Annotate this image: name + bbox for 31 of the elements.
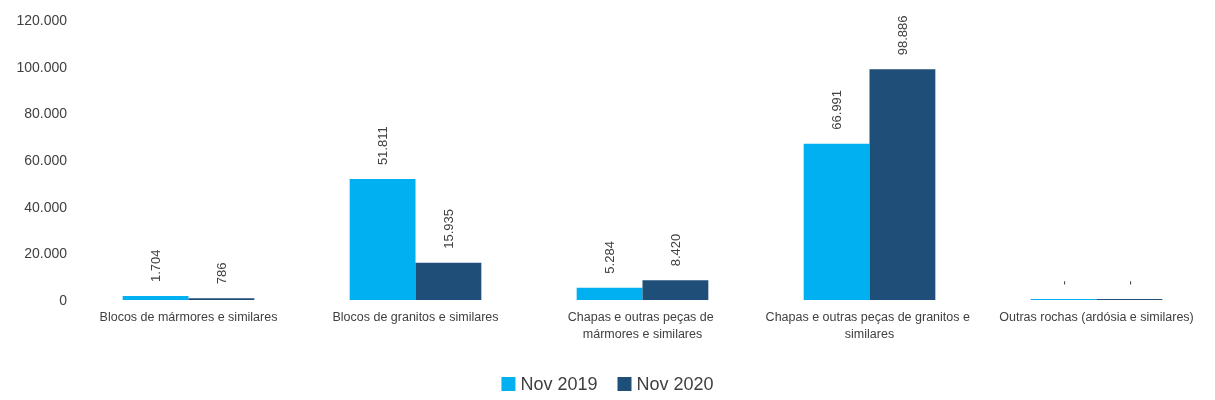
x-tick-label: Chapas e outras peças de granitos e similares bbox=[765, 309, 974, 341]
x-tick-label: Outras rochas (ardósia e similares) bbox=[999, 309, 1194, 324]
bar bbox=[869, 69, 936, 300]
data-label: 5.284 bbox=[602, 241, 618, 274]
data-label: 786 bbox=[213, 262, 229, 285]
bar bbox=[803, 143, 870, 300]
x-tick-label: Blocos de granitos e similares bbox=[332, 309, 499, 324]
data-label: 1.704 bbox=[148, 249, 164, 283]
bar bbox=[349, 179, 416, 300]
data-label: 15.935 bbox=[440, 209, 456, 249]
y-tick-label: 40.000 bbox=[24, 198, 68, 215]
y-tick-label: 60.000 bbox=[24, 152, 68, 168]
y-tick-label: 0 bbox=[59, 292, 68, 308]
x-tick-label: Blocos de mármores e similares bbox=[99, 309, 278, 324]
x-tick-label: Chapas e outras peças de mármores e similares bbox=[567, 309, 718, 341]
data-label: 51.811 bbox=[375, 126, 391, 166]
data-label: 66.991 bbox=[829, 89, 845, 130]
data-label: - bbox=[1056, 280, 1072, 285]
bar bbox=[642, 280, 709, 300]
y-tick-label: 80.000 bbox=[24, 105, 68, 122]
legend-label: Nov 2019 bbox=[520, 374, 598, 394]
data-label: 8.420 bbox=[667, 233, 683, 267]
y-tick-label: 120.000 bbox=[16, 12, 68, 28]
legend-label: Nov 2020 bbox=[636, 374, 714, 394]
y-tick-label: 100.000 bbox=[16, 58, 68, 75]
bar bbox=[576, 287, 643, 300]
bar bbox=[415, 262, 482, 300]
y-tick-label: 20.000 bbox=[24, 245, 68, 262]
data-label: - bbox=[1121, 280, 1137, 285]
data-label: 98.886 bbox=[894, 15, 910, 56]
bar bbox=[122, 296, 189, 300]
